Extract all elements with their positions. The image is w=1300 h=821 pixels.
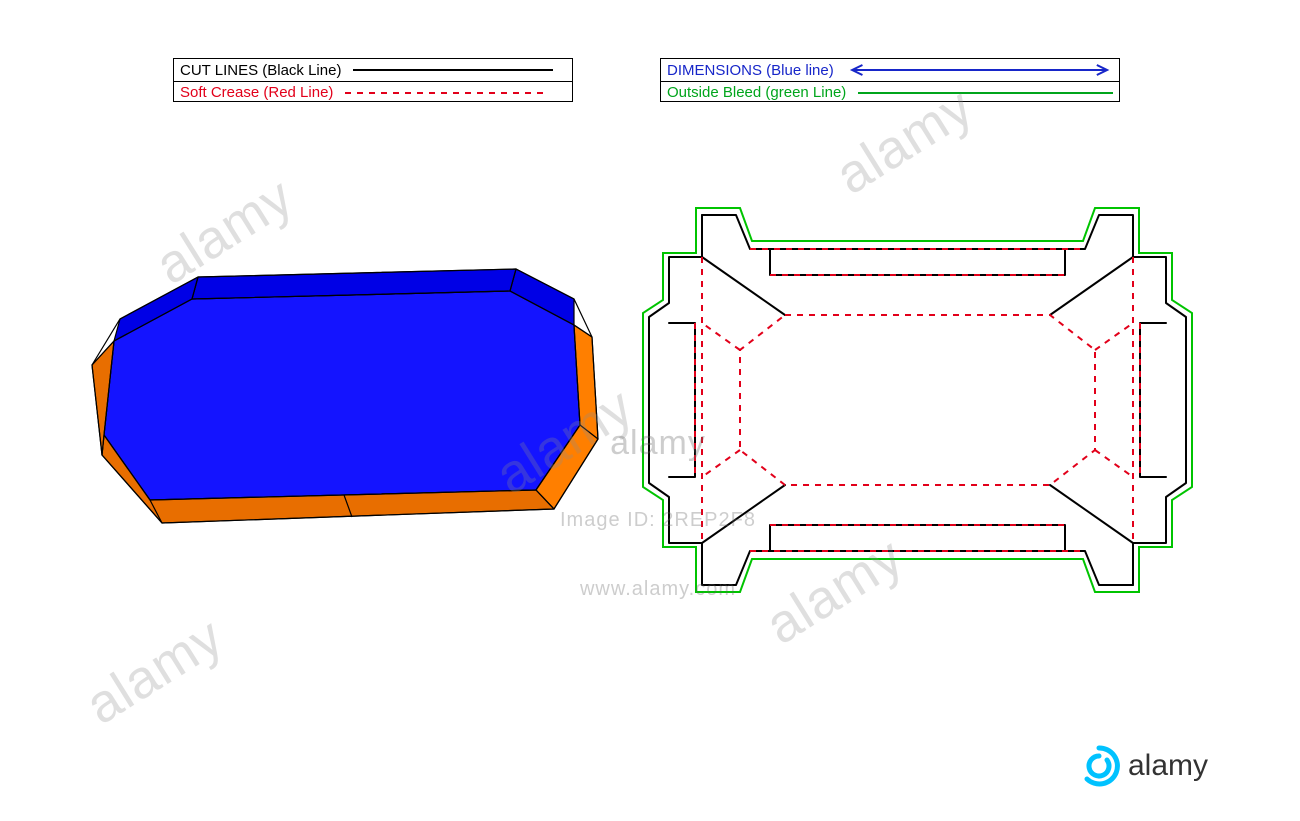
- legend-row-cutlines: CUT LINES (Black Line): [174, 59, 572, 81]
- legend-row-bleed: Outside Bleed (green Line): [661, 81, 1119, 103]
- legend-label-cutlines: CUT LINES (Black Line): [180, 62, 341, 79]
- dieline-bleed-outline: [643, 208, 1192, 592]
- cut-line-sample-icon: [353, 67, 566, 73]
- dieline-crease-lines: [695, 249, 1140, 551]
- legend-sample-bleed: [858, 92, 1113, 94]
- legend-label-dimensions: DIMENSIONS (Blue line): [667, 62, 834, 79]
- dieline-template: [640, 205, 1195, 595]
- legend-label-crease: Soft Crease (Red Line): [180, 84, 333, 101]
- watermark-diagonal: alamy: [75, 605, 234, 737]
- dieline-cut-lines: [649, 215, 1186, 585]
- legend-label-bleed: Outside Bleed (green Line): [667, 84, 846, 101]
- legend-sample-cutlines: [353, 69, 566, 71]
- stock-logo: alamy: [1078, 745, 1208, 787]
- crease-line-sample-icon: [345, 90, 566, 96]
- tray-floor: [104, 291, 580, 500]
- legend-right: DIMENSIONS (Blue line) Outside Bleed (gr…: [660, 58, 1120, 102]
- legend-row-dimensions: DIMENSIONS (Blue line): [661, 59, 1119, 81]
- bleed-line-sample-icon: [858, 90, 1113, 96]
- legend-sample-dimensions: [846, 69, 1113, 71]
- legend-left: CUT LINES (Black Line) Soft Crease (Red …: [173, 58, 573, 102]
- legend-sample-crease: [345, 92, 566, 94]
- stock-logo-text: alamy: [1128, 749, 1208, 783]
- legend-row-crease: Soft Crease (Red Line): [174, 81, 572, 103]
- logo-swirl-icon: [1078, 745, 1120, 787]
- tray-3d-render: [90, 275, 610, 575]
- dimension-arrow-sample-icon: [846, 63, 1113, 77]
